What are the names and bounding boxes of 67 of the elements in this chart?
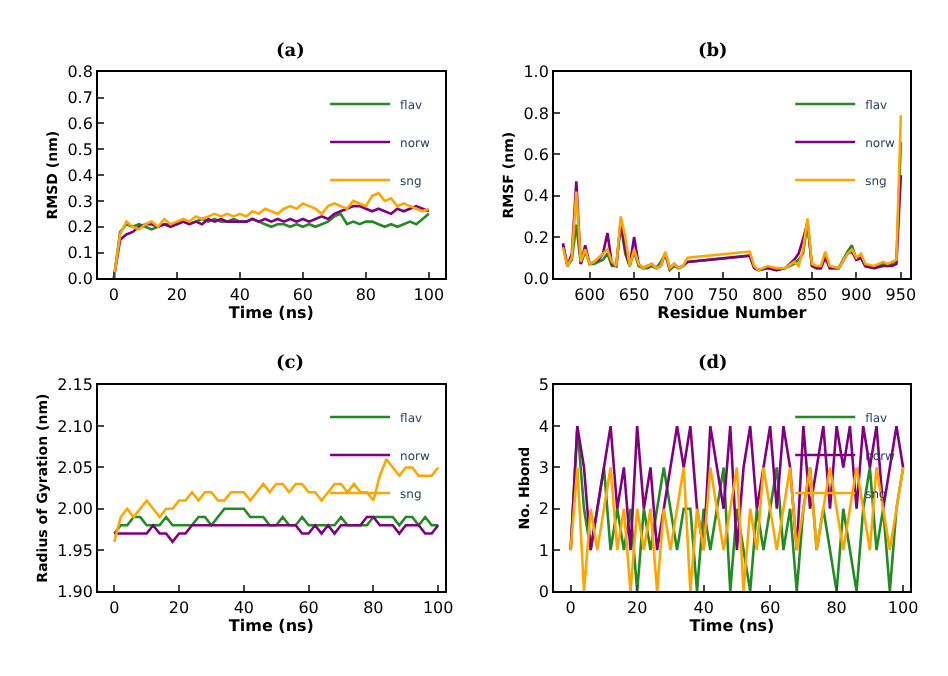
y-tick-label: 2.15 — [57, 376, 93, 395]
x-tick-label: 100 — [887, 598, 919, 617]
y-tick-label: 0.1 — [67, 244, 93, 263]
y-tick-label: 5 — [538, 376, 549, 395]
y-tick-label: 0.2 — [67, 218, 93, 237]
y-tick-label: 0.4 — [523, 187, 549, 206]
x-tick-label: 40 — [229, 285, 251, 304]
x-tick-label: 80 — [363, 598, 384, 617]
line-series — [561, 113, 903, 272]
y-tick-label: 0.4 — [67, 166, 93, 185]
y-tick-label: 1.0 — [523, 63, 549, 82]
y-tick-label: 1.95 — [57, 541, 93, 560]
y-tick-label: 0.6 — [67, 115, 93, 134]
line-series — [112, 515, 440, 544]
line-series — [569, 424, 905, 552]
y-tick-label: 2.00 — [57, 500, 93, 519]
x-tick-label: 0 — [108, 285, 119, 304]
y-tick-label: 4 — [538, 417, 549, 436]
y-tick-label: 0.0 — [67, 270, 93, 288]
x-tick-label: 950 — [885, 285, 917, 304]
x-tick-label: 20 — [166, 285, 188, 304]
x-axis-title: Time (ns) — [228, 616, 314, 635]
x-axis-title: Residue Number — [657, 303, 807, 322]
chart-title: (d) — [698, 354, 728, 374]
y-tick-label: 3 — [538, 459, 549, 478]
chart-title: (b) — [698, 42, 728, 62]
x-tick-label: 0 — [109, 598, 120, 617]
x-tick-label: 20 — [168, 598, 190, 617]
x-axis-title: Time (ns) — [228, 303, 314, 322]
x-tick-label: 600 — [574, 285, 605, 304]
y-tick-label: 1.90 — [57, 583, 93, 601]
chart-title: (c) — [276, 354, 304, 374]
y-tick-label: 0.6 — [523, 146, 549, 165]
x-tick-label: 900 — [841, 285, 872, 304]
x-axis-title: Time (ns) — [689, 616, 775, 635]
x-tick-label: 80 — [826, 598, 847, 617]
y-tick-label: 0.7 — [67, 89, 93, 108]
x-tick-label: 40 — [233, 598, 255, 617]
y-tick-label: 0 — [538, 583, 549, 601]
line-series — [112, 457, 440, 544]
x-tick-label: 40 — [693, 598, 714, 617]
y-tick-label: 2.10 — [57, 417, 93, 436]
x-tick-label: 0 — [565, 598, 576, 617]
y-tick-label: 0.2 — [523, 228, 549, 247]
x-tick-label: 750 — [707, 285, 739, 304]
x-tick-label: 850 — [796, 285, 828, 304]
x-tick-label: 60 — [759, 598, 781, 617]
y-tick-label: 2.05 — [57, 459, 93, 478]
x-tick-label: 60 — [292, 285, 314, 304]
x-tick-label: 100 — [413, 285, 445, 304]
line-series — [569, 466, 905, 592]
x-tick-label: 650 — [618, 285, 650, 304]
x-tick-label: 100 — [422, 598, 454, 617]
y-tick-label: 0.8 — [523, 104, 549, 123]
y-tick-label: 1 — [538, 541, 549, 560]
x-tick-label: 800 — [752, 285, 783, 304]
y-tick-label: 2 — [538, 500, 549, 519]
y-tick-label: 0.3 — [67, 192, 93, 211]
y-tick-label: 0.8 — [67, 63, 93, 82]
chart-title: (a) — [276, 42, 305, 62]
y-tick-label: 0.5 — [67, 140, 93, 159]
x-tick-label: 60 — [298, 598, 319, 617]
x-tick-label: 700 — [663, 285, 694, 304]
x-tick-label: 80 — [355, 285, 377, 304]
x-tick-label: 20 — [626, 598, 648, 617]
y-tick-label: 0.0 — [523, 270, 549, 288]
line-series — [112, 507, 440, 535]
